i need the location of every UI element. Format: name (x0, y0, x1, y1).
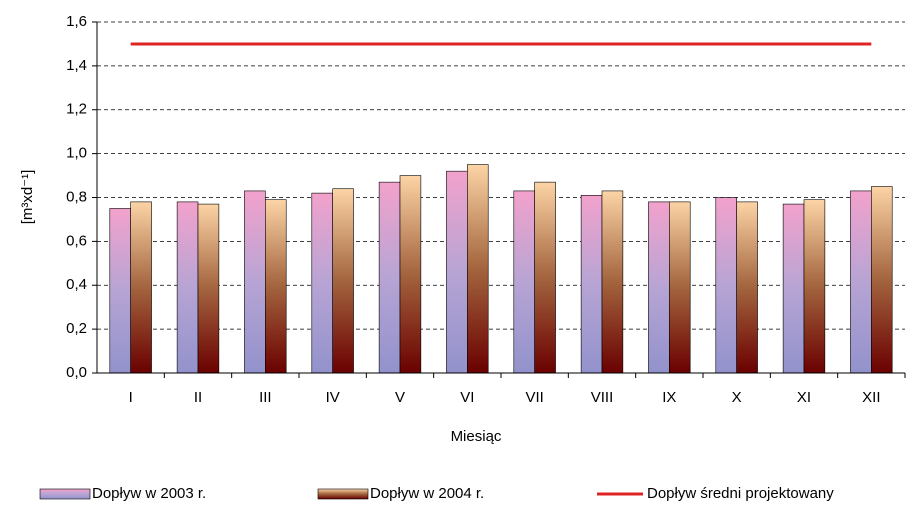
bar (715, 197, 737, 374)
y-axis-label: [m³xd⁻¹] (19, 170, 36, 225)
bar (601, 190, 624, 374)
x-tick-label: V (395, 389, 405, 406)
x-axis-label: Miesiąc (451, 428, 502, 445)
y-tick-label: 0,8 (66, 188, 87, 205)
y-tick-label: 0,4 (66, 276, 87, 293)
y-tick-label: 1,2 (66, 101, 87, 118)
legend-label: Dopływ w 2003 r. (92, 485, 206, 502)
bar (378, 181, 401, 374)
y-tick-label: 1,4 (66, 57, 87, 74)
bar (446, 170, 468, 374)
legend-swatch (317, 488, 369, 500)
y-tick-label: 0,0 (66, 364, 87, 381)
bar (176, 201, 199, 374)
y-tick-label: 1,0 (66, 145, 87, 162)
x-tick-label: XI (797, 389, 811, 406)
x-tick-label: I (129, 389, 133, 406)
x-tick-label: IV (326, 389, 340, 406)
y-tick-label: 1,6 (66, 13, 87, 30)
bar (736, 201, 758, 374)
x-tick-label: VIII (591, 389, 614, 406)
x-tick-label: VII (525, 389, 543, 406)
bar (109, 208, 131, 374)
x-tick-label: IX (662, 389, 676, 406)
bar (467, 164, 489, 374)
bar (580, 195, 603, 374)
bar (803, 199, 826, 374)
bar (399, 175, 422, 374)
bar (311, 192, 333, 374)
bar (130, 201, 152, 374)
x-tick-label: X (732, 389, 742, 406)
bar (850, 190, 872, 374)
x-tick-label: III (259, 389, 272, 406)
legend-label: Dopływ w 2004 r. (370, 485, 484, 502)
y-tick-label: 0,6 (66, 232, 87, 249)
bar (648, 201, 670, 374)
bar (244, 190, 266, 374)
bar (534, 181, 556, 374)
bar (265, 199, 287, 374)
bar (197, 203, 220, 374)
x-tick-label: II (194, 389, 202, 406)
legend-swatch (39, 488, 91, 500)
bar (513, 190, 535, 374)
bar (782, 203, 805, 374)
x-tick-label: XII (862, 389, 880, 406)
x-tick-label: VI (460, 389, 474, 406)
bar (669, 201, 691, 374)
y-tick-label: 0,2 (66, 320, 87, 337)
bar (332, 188, 354, 374)
legend-label: Dopływ średni projektowany (647, 485, 834, 502)
bar (871, 186, 893, 374)
